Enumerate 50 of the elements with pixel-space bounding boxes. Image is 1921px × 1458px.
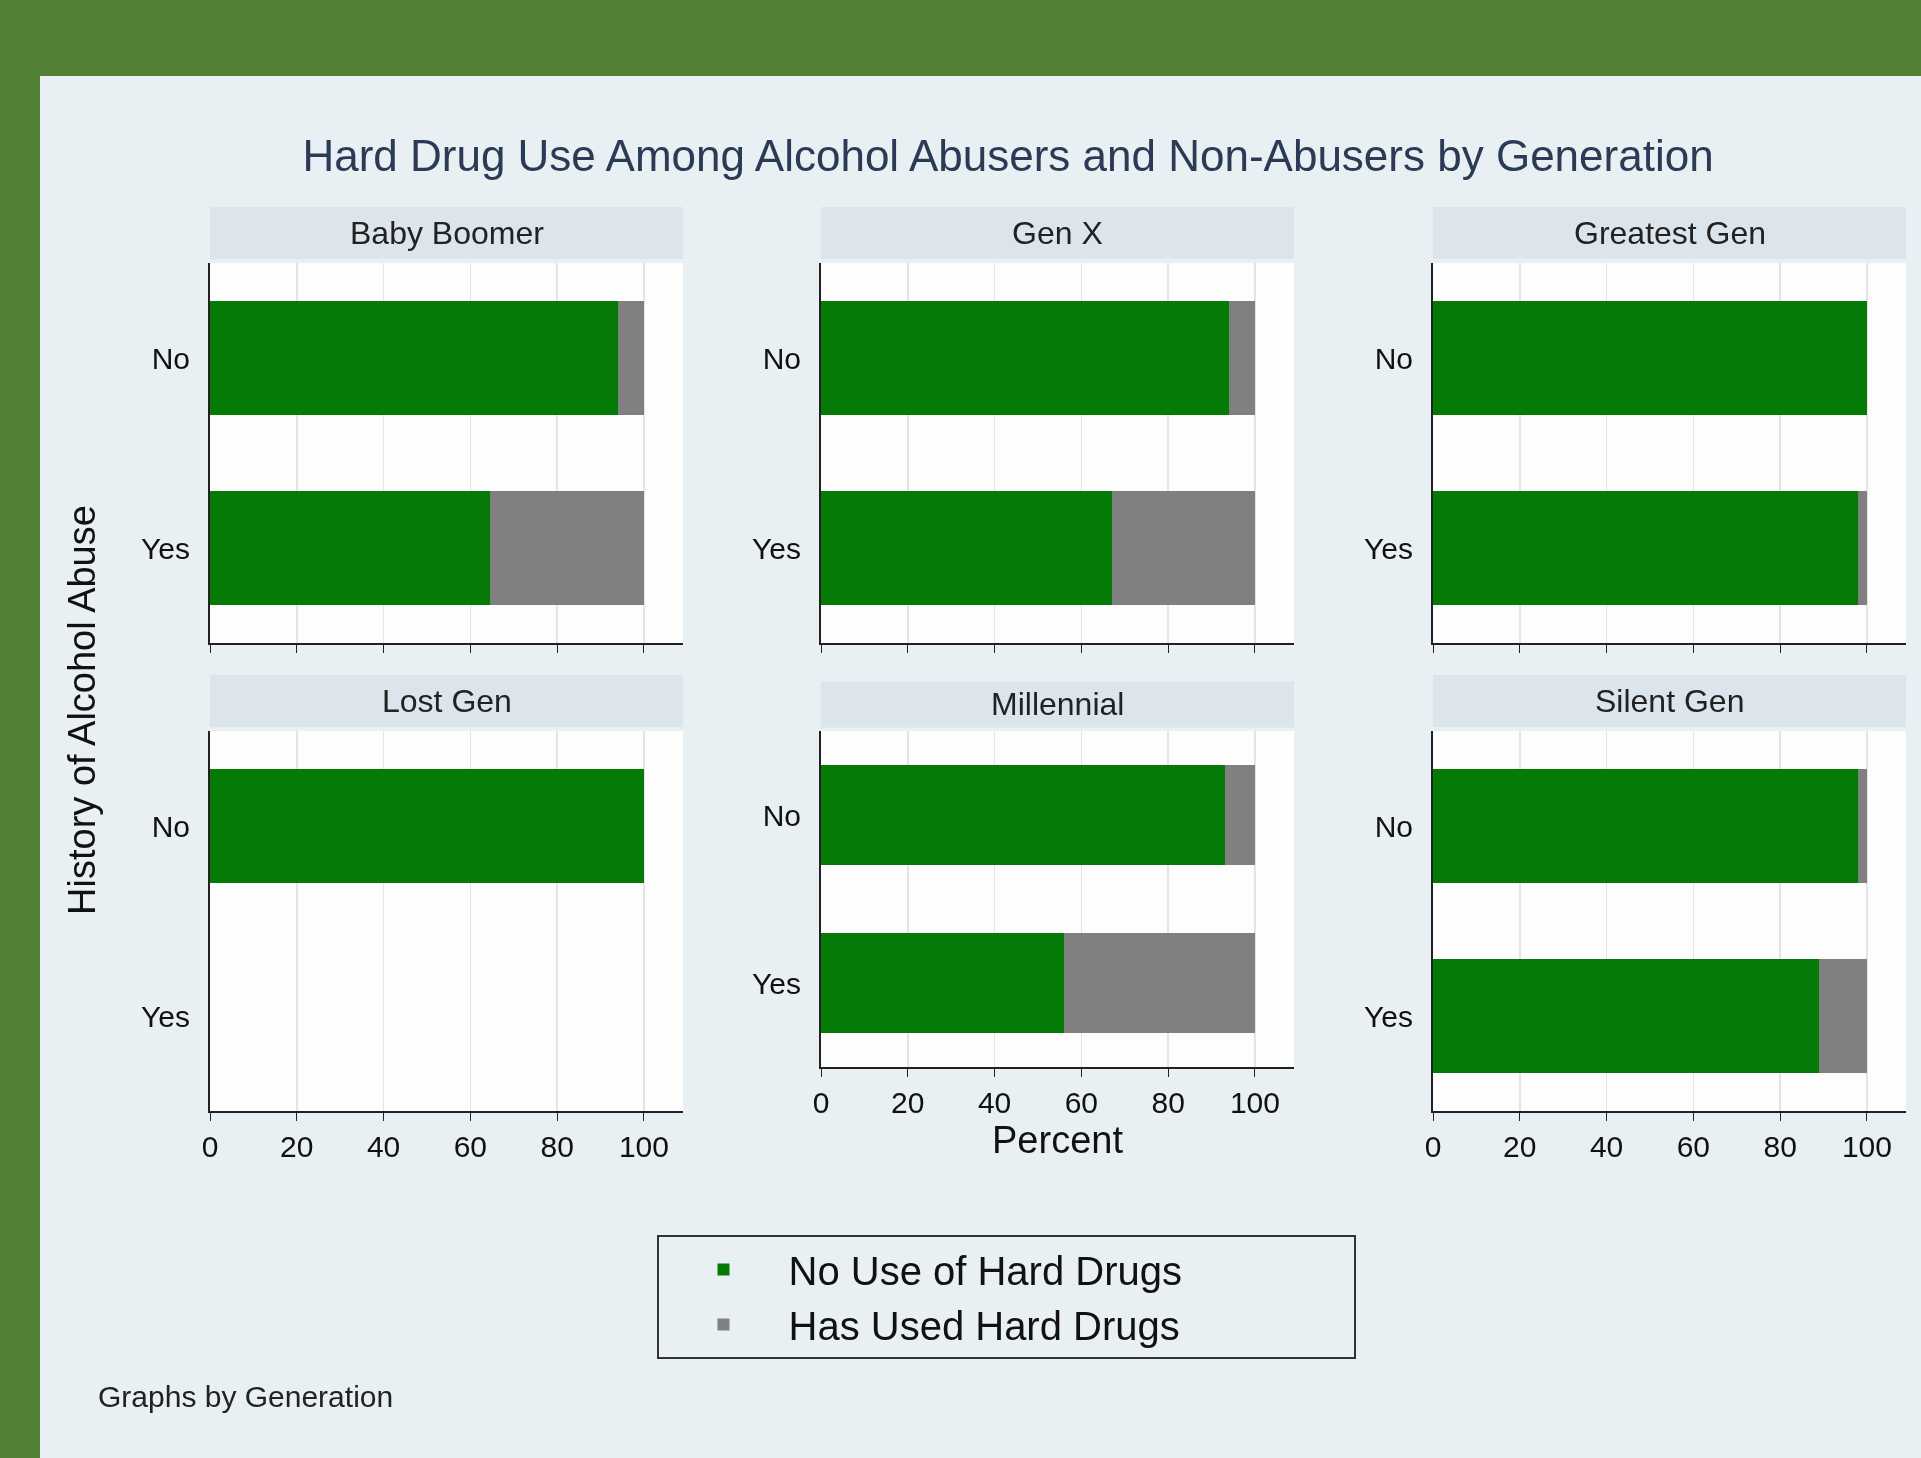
x-tick-label: 20	[891, 1086, 925, 1119]
y-tick-label: No	[151, 341, 190, 375]
x-tick-label: 0	[812, 1086, 830, 1119]
bar	[1433, 959, 1820, 1073]
bar	[821, 764, 1225, 866]
y-tick-label: No	[1374, 341, 1413, 375]
chart-title: Greatest Gen	[1574, 215, 1767, 251]
y-tick-label: Yes	[1364, 999, 1413, 1033]
x-tick-label: 40	[977, 1086, 1012, 1119]
bar	[1819, 959, 1867, 1073]
y-tick-label: Yes	[752, 531, 801, 565]
x-tick-label: 100	[1841, 1130, 1892, 1163]
x-tick-label: 100	[618, 1130, 669, 1163]
x-tick-label: 60	[453, 1130, 488, 1163]
y-tick-label: Yes	[141, 999, 190, 1033]
x-tick-label: 80	[1151, 1086, 1185, 1119]
x-tick-label: 20	[1503, 1130, 1537, 1163]
x-tick-label: 80	[540, 1130, 574, 1163]
x-tick-label: 40	[1589, 1130, 1624, 1163]
bar	[1433, 769, 1859, 883]
x-tick-label: 0	[1424, 1130, 1442, 1163]
chart-title: Baby Boomer	[350, 215, 545, 251]
y-tick-label: No	[762, 798, 801, 832]
x-tick-label: 60	[1064, 1086, 1099, 1119]
bar	[1858, 769, 1867, 883]
chart-title: Millennial	[991, 686, 1125, 722]
y-tick-label: No	[762, 341, 801, 375]
y-tick-label: Yes	[1364, 531, 1413, 565]
x-tick-label: 40	[366, 1130, 401, 1163]
x-tick-label: 100	[1229, 1086, 1280, 1119]
text: Graphs by Generation	[98, 1380, 394, 1414]
chart-title: Lost Gen	[382, 683, 512, 719]
chart-title: Gen X	[1012, 215, 1103, 251]
chart-title: Silent Gen	[1595, 683, 1745, 719]
bar	[821, 932, 1065, 1034]
x-tick-label: 80	[1763, 1130, 1797, 1163]
y-tick-label: Yes	[752, 966, 801, 1000]
y-tick-label: Yes	[141, 531, 190, 565]
bar	[1064, 932, 1255, 1034]
x-tick-label: 20	[280, 1130, 314, 1163]
legend-label: Has Used Hard Drugs	[788, 1304, 1180, 1349]
y-axis-title: History of Alcohol Abuse	[60, 505, 104, 915]
bar	[1224, 764, 1255, 866]
x-tick-label: 60	[1676, 1130, 1711, 1163]
y-tick-label: No	[151, 809, 190, 843]
y-tick-label: No	[1374, 809, 1413, 843]
x-axis-title: Percent	[992, 1119, 1124, 1161]
x-tick-label: 0	[201, 1130, 219, 1163]
text: Hard Drug Use Among Alcohol Abusers and Non-Abusers by Generation	[302, 131, 1714, 181]
legend-label: No Use of Hard Drugs	[788, 1249, 1182, 1294]
